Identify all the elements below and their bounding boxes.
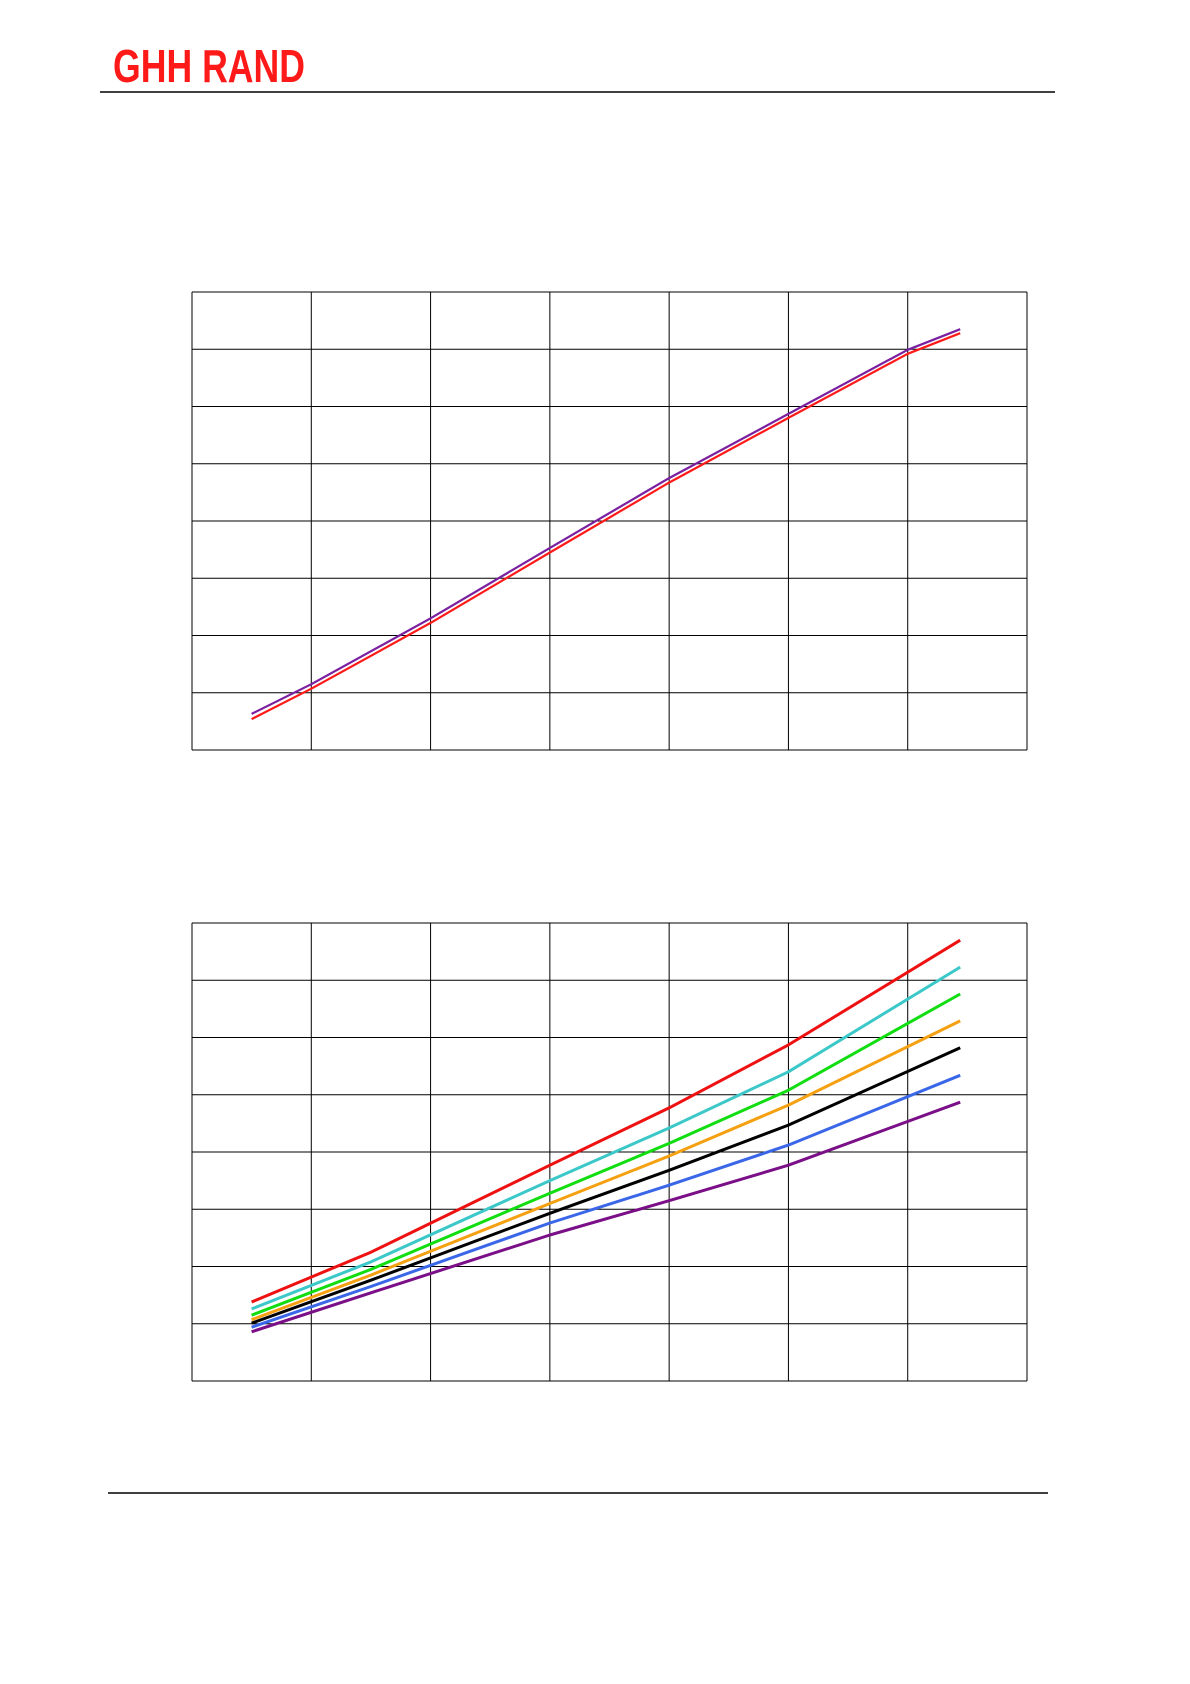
data-line xyxy=(251,965,961,1311)
data-line xyxy=(251,1073,961,1329)
data-line xyxy=(251,938,961,1304)
data-line xyxy=(251,1019,961,1322)
logo: GHH RAND xyxy=(113,40,305,92)
data-line xyxy=(251,1046,961,1325)
data-line xyxy=(251,1100,961,1334)
data-line xyxy=(251,992,961,1317)
data-line xyxy=(251,332,961,721)
data-line xyxy=(251,328,961,715)
